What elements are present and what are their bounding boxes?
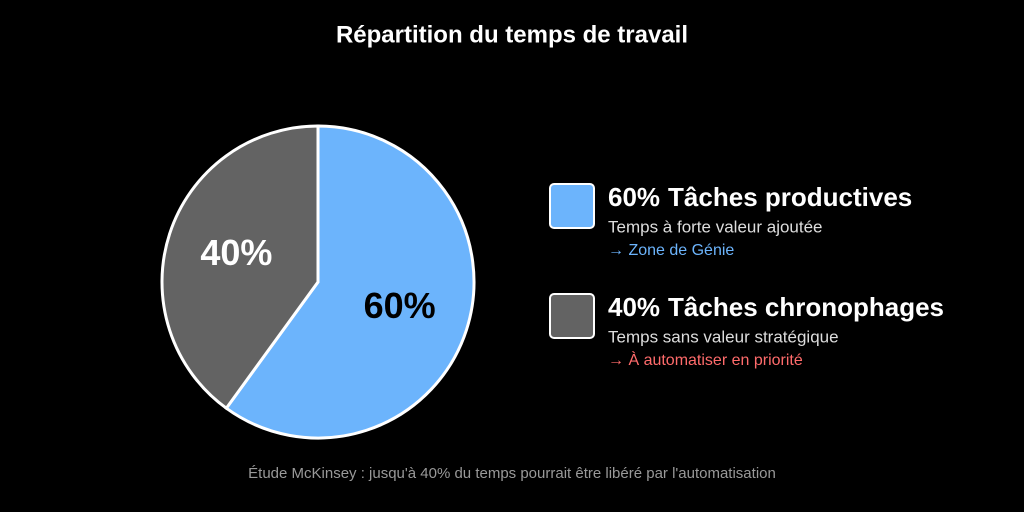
legend-note: → Zone de Génie xyxy=(608,242,734,259)
slice-label: 40% xyxy=(200,232,272,273)
pie-slice xyxy=(224,124,476,440)
pie-slice xyxy=(160,124,320,411)
source-note: Étude McKinsey : jusqu'à 40% du temps po… xyxy=(248,465,776,482)
legend-category: Tâches productives xyxy=(668,182,912,212)
slice-label: 60% xyxy=(364,285,436,326)
legend-category: Tâches chronophages xyxy=(668,292,944,322)
legend-title: 40% Tâches chronophages xyxy=(608,292,944,322)
legend-value: 40% xyxy=(608,292,660,322)
legend-note: → À automatiser en priorité xyxy=(608,350,803,369)
legend-swatch xyxy=(549,293,595,339)
legend-swatch xyxy=(549,183,595,229)
legend-description: Temps à forte valeur ajoutée xyxy=(608,217,823,236)
legend-title: 60% Tâches productives xyxy=(608,182,912,212)
legend-description: Temps sans valeur stratégique xyxy=(608,327,839,346)
legend-value: 60% xyxy=(608,182,660,212)
chart-title: Répartition du temps de travail xyxy=(336,21,688,48)
